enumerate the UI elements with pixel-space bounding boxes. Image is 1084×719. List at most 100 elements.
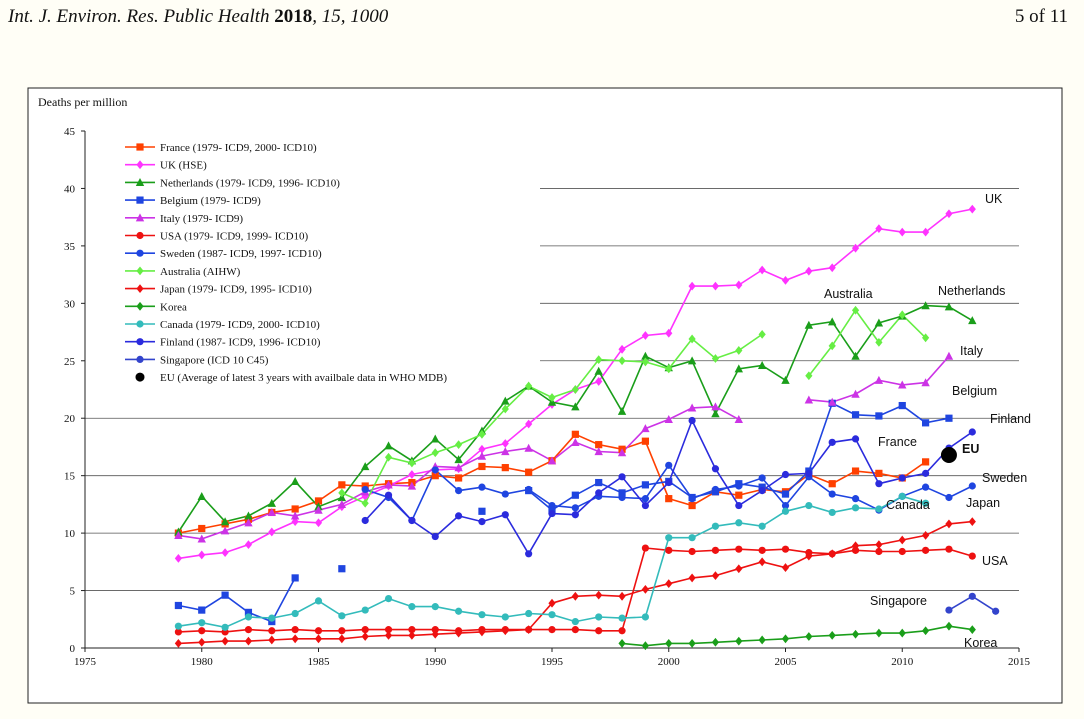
data-point — [828, 508, 836, 517]
data-point — [478, 429, 486, 439]
data-point — [384, 452, 393, 462]
data-point — [688, 573, 696, 583]
data-point — [641, 351, 650, 360]
data-point — [665, 495, 673, 503]
legend-marker — [136, 301, 144, 311]
data-point — [735, 519, 743, 527]
data-point — [291, 505, 299, 513]
data-point — [992, 607, 1000, 615]
inline-series-labels: UK Netherlands Australia Italy Belgium Finlan… — [824, 192, 1031, 650]
series-end-label: Korea — [964, 636, 997, 650]
data-point — [455, 474, 463, 482]
data-point — [875, 540, 883, 549]
data-point — [945, 621, 953, 631]
data-point — [384, 594, 393, 603]
data-point — [757, 360, 767, 369]
data-point — [595, 441, 603, 449]
data-point — [454, 463, 463, 472]
data-point — [618, 639, 626, 648]
data-point — [665, 546, 673, 554]
data-point — [922, 626, 930, 636]
data-point — [688, 547, 696, 556]
x-tick-label: 1985 — [308, 656, 331, 668]
legend-marker — [135, 213, 145, 222]
data-point — [198, 550, 206, 560]
data-point — [198, 627, 206, 635]
data-point — [940, 446, 957, 463]
series-line — [551, 512, 576, 516]
x-tick-label: 2010 — [891, 656, 914, 668]
data-point — [781, 545, 790, 553]
data-point — [828, 341, 836, 351]
data-point — [735, 491, 743, 499]
y-tick-label: 35 — [64, 241, 76, 253]
legend-entry: EU (Average of latest 3 years with avail… — [160, 372, 447, 384]
data-point — [595, 590, 603, 600]
journal-volume: 15 — [321, 6, 341, 27]
data-point — [922, 531, 930, 540]
legend-marker — [136, 160, 144, 170]
data-point — [548, 598, 556, 608]
data-point — [174, 531, 183, 540]
data-point — [407, 481, 417, 490]
series-end-label: Italy — [960, 344, 984, 358]
data-point — [735, 564, 743, 574]
data-point — [525, 609, 533, 618]
data-point — [665, 328, 673, 338]
data-point — [361, 485, 369, 494]
data-point — [874, 375, 884, 384]
data-point — [478, 444, 486, 454]
data-point — [758, 557, 766, 567]
data-point — [478, 462, 486, 471]
data-point — [898, 547, 906, 556]
data-point — [711, 402, 720, 411]
data-point — [431, 626, 439, 634]
data-point — [945, 545, 953, 553]
data-point — [898, 227, 906, 237]
data-point — [384, 441, 393, 450]
y-tick-label: 10 — [64, 528, 76, 540]
data-point — [922, 458, 930, 466]
data-point — [197, 491, 206, 500]
data-point — [758, 522, 766, 530]
data-point — [408, 626, 416, 634]
data-point — [501, 626, 509, 636]
legend-entry: Korea — [160, 301, 187, 313]
data-point — [501, 439, 509, 448]
legend-marker — [136, 284, 144, 293]
series-line — [644, 537, 670, 618]
data-point — [431, 603, 439, 611]
data-point — [968, 482, 976, 490]
series-end-label: Netherlands — [938, 284, 1005, 298]
data-point — [618, 489, 626, 497]
data-point — [431, 532, 439, 541]
data-point — [267, 508, 276, 517]
data-point — [828, 317, 837, 326]
legend-entry: Finland (1987- ICD9, 1996- ICD10) — [160, 337, 321, 349]
data-point — [408, 516, 416, 525]
data-point — [735, 280, 743, 290]
data-point — [525, 485, 533, 494]
data-point — [338, 627, 346, 635]
data-point — [338, 565, 346, 573]
data-point — [687, 403, 697, 412]
data-point — [781, 634, 790, 644]
article-number: 1000 — [350, 6, 389, 27]
data-point — [641, 613, 650, 621]
series-end-label: Singapore — [870, 594, 927, 608]
data-point — [431, 434, 440, 443]
data-point — [384, 491, 393, 499]
legend-marker — [136, 338, 144, 346]
series-end-label: EU — [962, 442, 979, 456]
data-point — [361, 462, 370, 471]
data-point — [268, 635, 276, 645]
data-point — [455, 440, 463, 450]
data-point — [804, 395, 814, 404]
data-point — [595, 377, 603, 386]
data-point — [197, 534, 206, 543]
data-point — [525, 381, 533, 391]
data-point — [945, 519, 953, 529]
data-point — [968, 592, 976, 600]
data-point — [711, 354, 720, 363]
